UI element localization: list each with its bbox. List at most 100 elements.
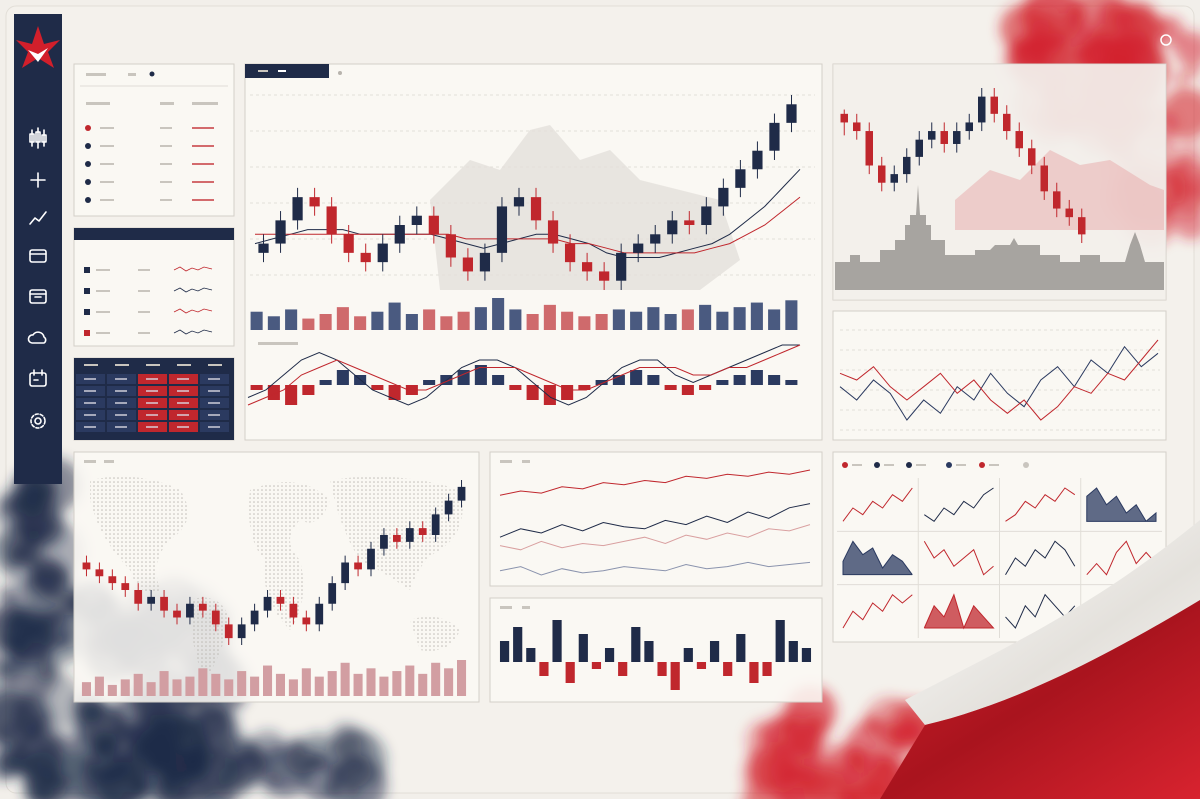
watchlist bbox=[80, 71, 228, 105]
refresh-button[interactable] bbox=[1160, 34, 1172, 46]
splash-blot bbox=[1185, 64, 1200, 79]
bar bbox=[749, 662, 759, 683]
decoration bbox=[916, 464, 926, 466]
bar bbox=[302, 318, 315, 330]
decoration bbox=[86, 73, 106, 76]
splash-blot bbox=[1042, 6, 1059, 23]
bar bbox=[750, 302, 763, 330]
bar bbox=[250, 676, 260, 696]
candle-body bbox=[769, 122, 780, 151]
decoration bbox=[410, 616, 460, 651]
header-placeholder bbox=[208, 364, 222, 366]
decoration bbox=[160, 102, 174, 105]
bar bbox=[302, 385, 315, 395]
bar bbox=[723, 662, 733, 676]
bar bbox=[263, 665, 273, 696]
candle-body bbox=[292, 197, 303, 221]
candle-body bbox=[878, 165, 886, 183]
row-dot bbox=[85, 161, 91, 167]
candle-body bbox=[160, 596, 168, 611]
row-placeholder bbox=[100, 145, 114, 147]
watchlist-panel bbox=[73, 63, 235, 217]
bar bbox=[405, 314, 418, 330]
bar bbox=[327, 671, 337, 696]
bar bbox=[285, 385, 298, 405]
tab-placeholder bbox=[258, 70, 268, 72]
candle-body bbox=[263, 596, 272, 611]
decoration bbox=[190, 597, 230, 680]
bar bbox=[172, 679, 182, 696]
cell-placeholder bbox=[177, 426, 189, 428]
candle-body bbox=[496, 206, 508, 253]
nav-calendar[interactable] bbox=[29, 289, 47, 304]
bar bbox=[250, 311, 263, 330]
splash-blot bbox=[22, 766, 66, 799]
tab-dot bbox=[338, 71, 342, 75]
candle-body bbox=[928, 131, 936, 140]
row-sparkline bbox=[173, 287, 213, 293]
bar bbox=[699, 385, 712, 390]
candle-body bbox=[457, 486, 466, 501]
mini-line bbox=[842, 540, 913, 576]
logo[interactable] bbox=[16, 26, 60, 68]
row-placeholder bbox=[138, 311, 150, 313]
moving-average bbox=[254, 168, 801, 258]
mini-line bbox=[842, 593, 913, 629]
candle-body bbox=[903, 156, 911, 175]
candle-body bbox=[684, 220, 695, 225]
bar bbox=[336, 370, 349, 385]
decoration bbox=[192, 102, 218, 105]
nav-settings[interactable] bbox=[30, 413, 46, 429]
nav-cloud[interactable] bbox=[27, 331, 47, 344]
bar bbox=[354, 316, 367, 330]
candle-body bbox=[1015, 131, 1023, 149]
decoration bbox=[842, 462, 848, 468]
splash-blot bbox=[3, 650, 57, 704]
bar bbox=[405, 665, 415, 696]
mountains bbox=[430, 125, 740, 290]
row-placeholder bbox=[138, 290, 150, 292]
nav-add[interactable] bbox=[30, 172, 46, 188]
nav-wallet[interactable] bbox=[29, 249, 47, 263]
candle-body bbox=[82, 562, 91, 570]
nav-trend[interactable] bbox=[29, 211, 47, 225]
bar bbox=[513, 627, 523, 662]
bar bbox=[785, 300, 798, 330]
bar bbox=[681, 309, 694, 330]
bar bbox=[709, 641, 720, 662]
decoration bbox=[29, 372, 47, 387]
main-tabs[interactable] bbox=[245, 64, 329, 78]
candle-body bbox=[990, 96, 998, 114]
multiples-legend bbox=[842, 462, 1029, 468]
candle-body bbox=[633, 243, 644, 253]
nav-candles[interactable] bbox=[29, 127, 47, 149]
decoration bbox=[884, 464, 894, 466]
candle-body bbox=[752, 150, 763, 170]
splash-blot bbox=[1172, 69, 1190, 87]
bar bbox=[630, 370, 643, 385]
row-placeholder bbox=[100, 199, 114, 201]
row-placeholder bbox=[160, 163, 172, 165]
candle-body bbox=[953, 131, 961, 144]
bar bbox=[578, 316, 591, 330]
decoration bbox=[86, 102, 110, 105]
decoration bbox=[906, 462, 912, 468]
bar bbox=[647, 307, 660, 330]
panel-label bbox=[500, 460, 512, 463]
candle-body bbox=[328, 583, 337, 604]
row-dot bbox=[85, 143, 91, 149]
candle-body bbox=[444, 500, 453, 515]
splash-blot bbox=[1011, 36, 1048, 73]
splash-blot bbox=[0, 693, 44, 751]
cell-placeholder bbox=[208, 378, 220, 380]
decoration bbox=[330, 476, 463, 590]
bar bbox=[618, 662, 628, 676]
bar bbox=[591, 662, 602, 669]
bar bbox=[631, 627, 641, 662]
candle-body bbox=[341, 562, 350, 584]
mini-line bbox=[1005, 593, 1076, 629]
nav-schedule[interactable] bbox=[29, 369, 47, 387]
bar bbox=[543, 304, 556, 330]
bar bbox=[107, 684, 117, 696]
splash-blot bbox=[1076, 20, 1110, 53]
